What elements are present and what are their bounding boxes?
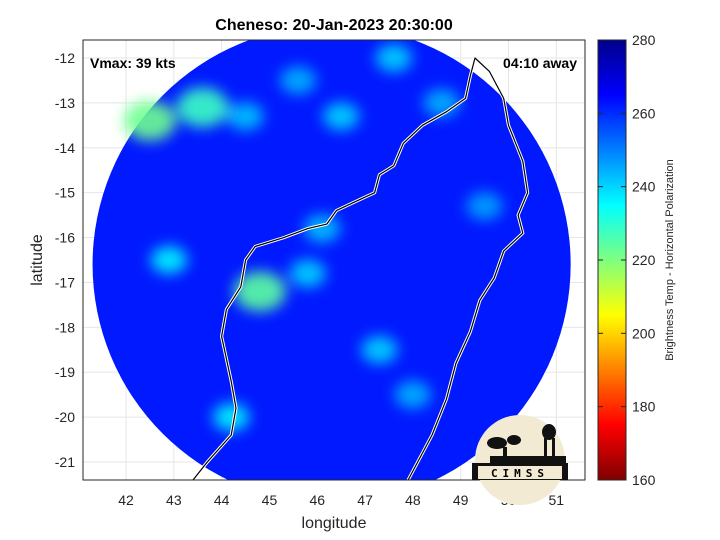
brightness-feature bbox=[227, 102, 264, 131]
colorbar-tick-label: 180 bbox=[632, 399, 656, 415]
brightness-feature bbox=[303, 214, 341, 243]
x-tick-label: 51 bbox=[549, 492, 565, 508]
brightness-feature bbox=[394, 380, 432, 409]
y-tick-label: -19 bbox=[55, 364, 75, 380]
colorbar-tick-label: 280 bbox=[632, 32, 656, 48]
swath-disk bbox=[92, 40, 571, 480]
x-tick-label: 44 bbox=[214, 492, 230, 508]
vmax-label: Vmax: 39 kts bbox=[90, 55, 176, 71]
x-tick-label: 43 bbox=[166, 492, 182, 508]
y-tick-label: -20 bbox=[55, 409, 75, 425]
x-tick-label: 45 bbox=[262, 492, 278, 508]
x-tick-label: 48 bbox=[405, 492, 421, 508]
y-tick-label: -16 bbox=[55, 230, 75, 246]
y-tick-label: -14 bbox=[55, 140, 75, 156]
brightness-features bbox=[123, 43, 503, 432]
colorbar-tick-labels: 280 260 240 220 200 180 160 bbox=[598, 32, 656, 488]
brightness-feature bbox=[361, 335, 398, 364]
y-tick-label: -12 bbox=[55, 50, 75, 66]
x-tick-label: 47 bbox=[357, 492, 373, 508]
colorbar-tick-label: 260 bbox=[632, 105, 656, 121]
brightness-feature bbox=[233, 271, 286, 312]
x-tick-label: 49 bbox=[453, 492, 469, 508]
colorbar-tick-label: 220 bbox=[632, 252, 656, 268]
brightness-feature bbox=[289, 259, 326, 288]
y-tick-labels: -12 -13 -14 -15 -16 -17 -18 -19 -20 -21 bbox=[55, 50, 75, 470]
brightness-feature bbox=[150, 246, 188, 274]
cimss-logo: CIMSS bbox=[472, 415, 568, 505]
x-tick-label: 42 bbox=[118, 492, 134, 508]
y-tick-label: -18 bbox=[55, 319, 75, 335]
brightness-feature bbox=[213, 403, 250, 432]
colorbar-tick-label: 240 bbox=[632, 179, 656, 195]
coastline-inner bbox=[192, 57, 529, 480]
colorbar-label: Brightness Temp - Horizontal Polarizatio… bbox=[664, 159, 676, 361]
brightness-feature bbox=[375, 43, 412, 72]
x-tick-labels: 42434445464748495051 bbox=[118, 492, 564, 508]
y-tick-label: -15 bbox=[55, 185, 75, 201]
colorbar-tick-label: 200 bbox=[632, 325, 656, 341]
x-tick-label: 46 bbox=[309, 492, 325, 508]
brightness-feature bbox=[279, 66, 317, 95]
brightness-feature bbox=[322, 102, 360, 131]
brightness-feature bbox=[176, 87, 229, 128]
plot-frame bbox=[82, 39, 586, 481]
y-tick-label: -17 bbox=[55, 274, 75, 290]
brightness-feature bbox=[123, 100, 176, 141]
chart-title: Cheneso: 20-Jan-2023 20:30:00 bbox=[215, 17, 453, 34]
y-axis-label: latitude bbox=[29, 234, 46, 286]
y-tick-label: -13 bbox=[55, 95, 75, 111]
x-axis-label: longitude bbox=[302, 515, 367, 532]
brightness-feature bbox=[466, 192, 503, 221]
y-tick-label: -21 bbox=[55, 454, 75, 470]
colorbar-tick-label: 160 bbox=[632, 472, 656, 488]
logo-text: CIMSS bbox=[491, 467, 549, 480]
brightness-feature bbox=[423, 88, 460, 117]
time-away-label: 04:10 away bbox=[503, 55, 577, 71]
